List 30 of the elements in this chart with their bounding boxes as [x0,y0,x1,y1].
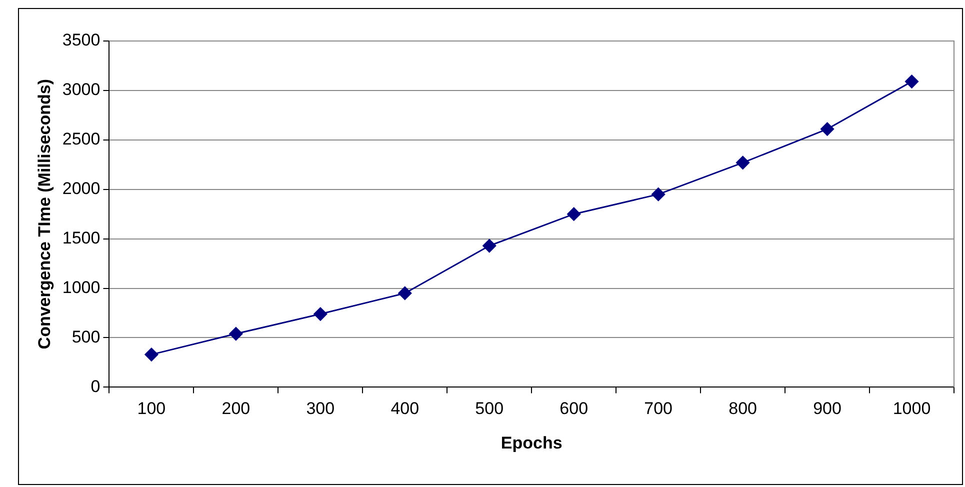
x-tick-label: 800 [728,399,757,418]
x-axis-title: Epochs [500,433,562,452]
x-tick-label: 400 [390,399,420,418]
point [398,286,412,300]
x-tick-label: 700 [644,399,673,418]
point [567,207,581,221]
x-tick-label: 1000 [892,399,931,418]
point [905,74,919,88]
x-tick-label: 100 [137,399,166,418]
point [482,239,496,253]
x-tick-label: 900 [813,399,842,418]
y-tick-label: 0 [90,376,100,396]
point [144,348,158,362]
point [229,327,243,341]
y-tick-label: 2000 [62,179,100,198]
y-tick-label: 3000 [62,80,100,100]
y-tick-label: 1000 [62,278,100,297]
point [820,122,834,136]
x-tick-label: 300 [306,399,335,418]
x-tick-label: 600 [560,399,588,418]
y-tick-label: 2500 [62,130,100,149]
y-tick-label: 3500 [62,30,100,50]
y-axis-title: Convergence TIme (Milliseconds) [34,79,54,350]
y-tick-label: 500 [72,327,100,346]
x-tick-label: 500 [475,399,504,418]
x-tick-label: 200 [222,399,250,418]
y-tick-label: 1500 [62,228,100,248]
point [652,188,666,202]
point [314,307,328,321]
point [736,156,750,170]
